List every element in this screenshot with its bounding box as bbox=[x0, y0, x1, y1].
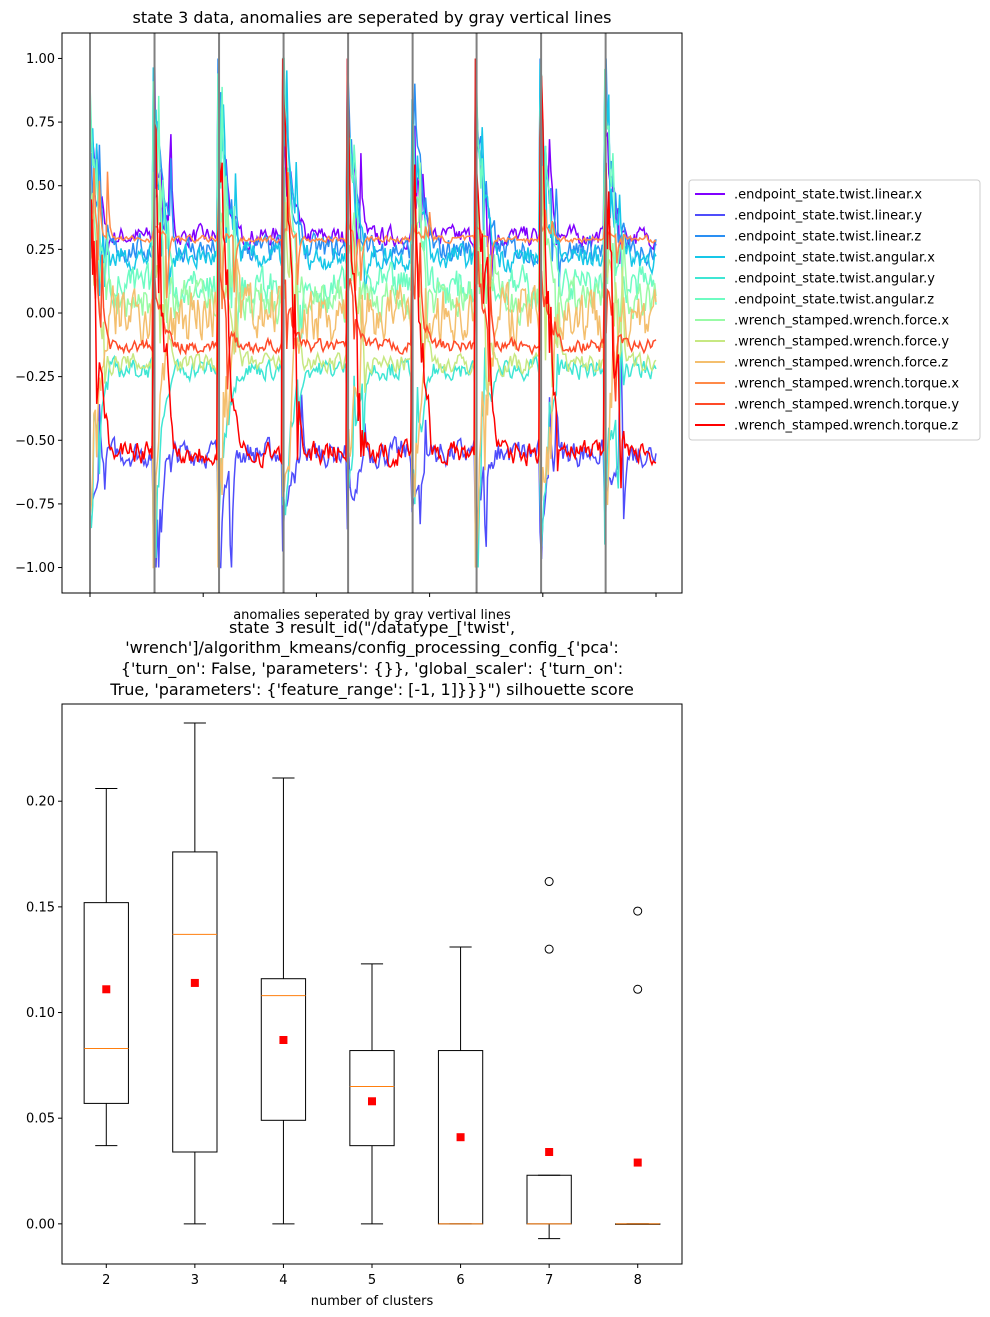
legend-label: .wrench_stamped.wrench.torque.y bbox=[734, 398, 959, 413]
y-tick-label: 0.25 bbox=[26, 243, 55, 258]
box-chart-title: state 3 result_id("/datatype_['twist', '… bbox=[109, 618, 634, 700]
x-tick-label: 3 bbox=[191, 1273, 199, 1288]
box bbox=[349, 1050, 395, 1147]
y-tick-label: −1.00 bbox=[15, 561, 55, 576]
mean-marker bbox=[633, 1158, 642, 1167]
legend-label: .endpoint_state.twist.linear.y bbox=[734, 209, 922, 224]
y-tick-label: 0.75 bbox=[26, 116, 55, 131]
x-tick-label: 7 bbox=[545, 1273, 553, 1288]
legend-label: .endpoint_state.twist.linear.x bbox=[734, 188, 922, 203]
line-chart-y-axis: −1.00 −0.75 −0.50 −0.25 0.00 0.25 0.50 0.75 1.00 bbox=[15, 52, 62, 576]
line-chart-x-axis bbox=[89, 593, 657, 597]
box-plot-6 bbox=[437, 946, 484, 1225]
box-plot-8 bbox=[615, 906, 661, 1225]
line-chart: state 3 data, anomalies are seperated by… bbox=[15, 8, 981, 623]
mean-marker bbox=[545, 1148, 554, 1156]
legend-label: .wrench_stamped.wrench.torque.x bbox=[734, 377, 959, 392]
legend: .endpoint_state.twist.linear.x .endpoint_… bbox=[688, 179, 981, 441]
outlier-point bbox=[544, 877, 554, 887]
x-tick-label: 6 bbox=[456, 1273, 464, 1288]
box-plot-3 bbox=[172, 722, 218, 1225]
legend-label: .endpoint_state.twist.angular.y bbox=[734, 272, 935, 287]
series-line bbox=[89, 167, 657, 310]
y-tick-label: 0.05 bbox=[26, 1112, 55, 1127]
series-line bbox=[89, 165, 657, 397]
y-tick-label: 0.10 bbox=[26, 1006, 55, 1021]
y-tick-label: 0.50 bbox=[26, 179, 55, 194]
series-line bbox=[89, 258, 657, 569]
box-chart-xlabel: number of clusters bbox=[311, 1294, 434, 1309]
box-plots bbox=[83, 722, 661, 1240]
legend-label: .wrench_stamped.wrench.force.z bbox=[734, 356, 948, 371]
box bbox=[83, 902, 129, 1104]
legend-label: .endpoint_state.twist.angular.z bbox=[734, 293, 934, 308]
mean-marker bbox=[456, 1133, 465, 1142]
outlier-point bbox=[633, 984, 643, 994]
legend-label: .wrench_stamped.wrench.torque.z bbox=[734, 419, 958, 434]
outlier-point bbox=[633, 906, 643, 916]
mean-marker bbox=[368, 1097, 376, 1106]
line-series-group bbox=[89, 57, 657, 569]
series-line bbox=[89, 162, 657, 344]
legend-box bbox=[688, 179, 981, 441]
legend-label: .endpoint_state.twist.angular.x bbox=[734, 251, 935, 266]
y-tick-label: 0.15 bbox=[26, 900, 55, 915]
y-tick-label: 0.00 bbox=[26, 307, 55, 322]
legend-label: .endpoint_state.twist.linear.z bbox=[734, 230, 921, 245]
series-line bbox=[89, 333, 657, 568]
box-chart-y-axis: 0.00 0.05 0.10 0.15 0.20 bbox=[26, 795, 62, 1232]
mean-marker bbox=[102, 985, 111, 994]
series-line bbox=[89, 59, 657, 277]
line-chart-title: state 3 data, anomalies are seperated by… bbox=[132, 8, 611, 27]
box-plot-7 bbox=[526, 877, 572, 1240]
y-tick-label: 1.00 bbox=[26, 52, 55, 67]
box-chart: state 3 result_id("/datatype_['twist', '… bbox=[26, 618, 683, 1309]
y-tick-label: 0.00 bbox=[26, 1217, 55, 1232]
box bbox=[260, 978, 307, 1121]
box bbox=[526, 1174, 572, 1225]
box-chart-x-axis: 2 3 4 5 6 7 8 bbox=[102, 1264, 642, 1288]
outlier-point bbox=[544, 944, 554, 954]
x-tick-label: 2 bbox=[102, 1273, 110, 1288]
legend-items: .endpoint_state.twist.linear.x .endpoint_… bbox=[695, 188, 959, 434]
box-plot-4 bbox=[260, 777, 307, 1225]
box bbox=[172, 851, 218, 1153]
box-plot-5 bbox=[349, 963, 395, 1225]
anomaly-separators bbox=[89, 33, 607, 593]
series-line bbox=[89, 349, 657, 569]
mean-marker bbox=[190, 978, 199, 987]
box-chart-title-line-2: 'wrench']/algorithm_kmeans/config_proces… bbox=[125, 638, 619, 658]
box-chart-title-line-1: state 3 result_id("/datatype_['twist', bbox=[229, 618, 515, 638]
x-tick-label: 5 bbox=[368, 1273, 376, 1288]
line-chart-xlabel: anomalies seperated by gray vertival lin… bbox=[233, 608, 511, 623]
box-chart-title-line-3: {'turn_on': False, 'parameters': {}}, 'g… bbox=[121, 659, 623, 679]
x-tick-label: 4 bbox=[279, 1273, 287, 1288]
mean-marker bbox=[279, 1036, 288, 1044]
series-line bbox=[89, 58, 657, 489]
series-line bbox=[89, 219, 657, 402]
x-tick-label: 8 bbox=[634, 1273, 642, 1288]
y-tick-label: 0.20 bbox=[26, 795, 55, 810]
series-line bbox=[89, 57, 657, 347]
y-tick-label: −0.25 bbox=[15, 370, 55, 385]
box-chart-title-line-4: True, 'parameters': {'feature_range': [-… bbox=[109, 680, 634, 700]
legend-label: .wrench_stamped.wrench.force.y bbox=[734, 335, 949, 350]
box-plot-2 bbox=[83, 788, 129, 1147]
y-tick-label: −0.75 bbox=[15, 497, 55, 512]
series-line bbox=[89, 63, 657, 300]
y-tick-label: −0.50 bbox=[15, 434, 55, 449]
legend-label: .wrench_stamped.wrench.force.x bbox=[734, 314, 949, 329]
